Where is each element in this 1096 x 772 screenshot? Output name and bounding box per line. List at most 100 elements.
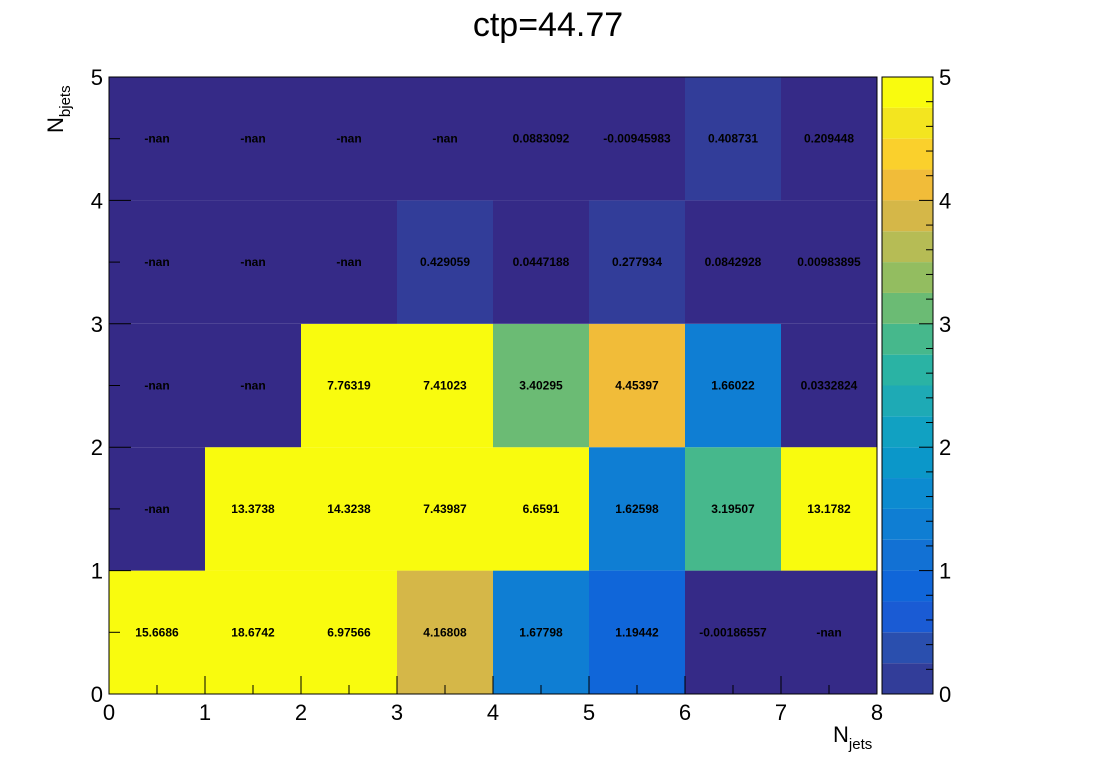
cell-value-label: -nan [240,255,265,269]
colorbar-segment [882,323,933,355]
heatmap-cell [301,570,397,694]
cell-value-label: -nan [336,132,361,146]
heatmap-cell [397,447,493,571]
heatmap-cell [493,570,589,694]
colorbar-segment [882,354,933,386]
cell-value-label: 0.408731 [708,132,758,146]
cell-value-label: 0.209448 [804,132,854,146]
colorbar-frame [881,76,934,695]
cell-value-label: 1.67798 [519,625,563,639]
heatmap-cell [493,200,589,324]
cell-value-label: 1.62598 [615,502,659,516]
heatmap-cell [301,200,397,324]
cell-value-label: -nan [144,379,169,393]
colorbar-segment [882,632,933,664]
cell-value-label: 6.97566 [327,625,371,639]
heatmap-cell [589,447,685,571]
cell-value-label: 3.40295 [519,379,563,393]
y-axis-label: Nbjets [43,85,74,133]
heatmap-cell [205,323,301,448]
x-tick-label: 4 [487,700,499,725]
heatmap-cell [685,77,781,201]
colorbar-segment [882,663,933,694]
x-axis-label: Njets [833,722,872,753]
heatmap-cell [589,570,685,694]
colorbar-tick-label: 1 [939,559,951,584]
colorbar-segment [882,292,933,324]
heatmap-cell [205,447,301,571]
cell-value-label: -nan [432,132,457,146]
cell-value-label: -0.00945983 [603,132,671,146]
cell-value-label: 15.6686 [135,625,179,639]
cell-value-label: 6.6591 [523,502,560,516]
x-tick-label: 6 [679,700,691,725]
cell-value-label: 7.41023 [423,379,467,393]
colorbar-segment [882,138,933,170]
cell-value-label: 13.3738 [231,502,275,516]
heatmap-cell [397,570,493,694]
heatmap-cells [109,77,877,694]
cell-value-label: -nan [144,255,169,269]
cell-value-label: 14.3238 [327,502,371,516]
cell-value-label: 0.277934 [612,255,662,269]
colorbar-segment [882,107,933,139]
cell-value-label: -nan [144,502,169,516]
heatmap-cell [493,323,589,448]
x-tick-label: 3 [391,700,403,725]
heatmap-cell [205,200,301,324]
colorbar-segment [882,478,933,509]
cell-value-label: 3.19507 [711,502,755,516]
x-tick-label: 8 [871,700,883,725]
colorbar-segment [882,231,933,263]
cell-value-label: 1.19442 [615,625,659,639]
heatmap-cell [397,323,493,448]
x-tick-label: 0 [103,700,115,725]
heatmap-cell [589,323,685,448]
heatmap-cell [781,570,877,694]
heatmap-cell [781,77,877,201]
colorbar-segment [882,262,933,293]
cell-value-label: 4.16808 [423,625,467,639]
heatmap-cell [685,323,781,448]
y-tick-label: 1 [91,559,103,584]
colorbar-tick-label: 4 [939,188,951,213]
x-tick-label: 1 [199,700,211,725]
cell-value-label: 0.0447188 [513,255,570,269]
y-tick-label: 4 [91,188,103,213]
x-tick-label: 2 [295,700,307,725]
cell-value-label: 0.0332824 [801,379,858,393]
cell-value-label: -nan [336,255,361,269]
colorbar-segment [882,539,933,571]
colorbar-segment [882,200,933,232]
heatmap-cell [493,77,589,201]
heatmap-cell [781,323,877,448]
colorbar-segment [882,385,933,417]
cell-value-label: 4.45397 [615,379,659,393]
cell-value-label: 7.76319 [327,379,371,393]
x-tick-label: 5 [583,700,595,725]
x-tick-label: 7 [775,700,787,725]
colorbar-segment [882,508,933,540]
cell-value-label: 0.0842928 [705,255,762,269]
heatmap-cell [301,323,397,448]
cell-value-label: 0.0883092 [513,132,570,146]
cell-value-label: -nan [816,625,841,639]
heatmap-cell [109,200,205,324]
heatmap-cell [685,447,781,571]
colorbar-tick-label: 0 [939,682,951,707]
heatmap-cell [109,447,205,571]
heatmap-cell [781,200,877,324]
colorbar-segment [882,447,933,479]
chart-title: ctp=44.77 [473,6,623,44]
heatmap-cell-labels: 15.6686 18.6742 6.97566 4.16808 1.67798 1.194… [135,132,861,640]
y-tick-label: 0 [91,682,103,707]
cell-value-label: 0.429059 [420,255,470,269]
heatmap-cell [397,200,493,324]
cell-value-label: 18.6742 [231,625,275,639]
plot-axes: 0 1 2 3 4 5 6 7 8 0 1 2 3 4 5 [91,65,883,725]
cell-value-label: -0.00186557 [699,625,767,639]
heatmap-cell [589,77,685,201]
heatmap-cell [109,570,205,694]
heatmap-cell [301,447,397,571]
